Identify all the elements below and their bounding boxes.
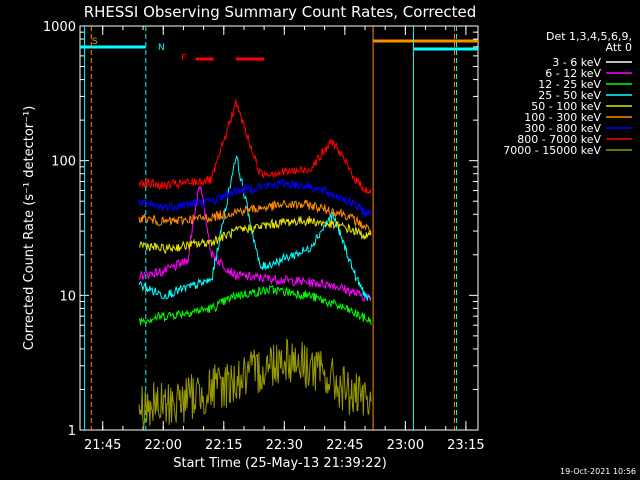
flag-label-n: N [158,43,165,53]
y-axis-label: Corrected Count Rate (s⁻¹ detector⁻¹) [22,106,37,351]
legend-label: 25 - 50 keV [538,89,601,102]
series-line [138,99,372,195]
y-tick-label: 10 [59,289,76,304]
x-tick-label: 22:00 [145,438,182,453]
legend-title-line2: Att 0 [606,41,632,54]
series-trace [138,199,372,233]
x-tick-label: 22:30 [266,438,303,453]
series-line [138,186,372,303]
legend-label: 50 - 100 keV [531,100,601,113]
x-axis-label: Start Time (25-May-13 21:39:22) [173,456,387,471]
legend-label: 100 - 300 keV [524,111,601,124]
legend-label: 6 - 12 keV [545,67,601,80]
plot-frame [79,25,479,431]
series-trace [138,297,372,370]
y-tick-label: 100 [51,155,76,170]
x-tick-label: 23:15 [447,438,484,453]
series-line [138,337,372,429]
chart-title: RHESSI Observing Summary Count Rates, Co… [84,3,477,21]
flag-label-f: F [181,53,187,64]
series-trace [138,177,372,218]
legend-label: 7000 - 15000 keV [503,144,601,157]
series-trace [138,284,372,326]
series-line [138,284,372,326]
x-tick-label: 22:45 [326,438,363,453]
series-trace [138,337,372,429]
legend-label: 12 - 25 keV [538,78,601,91]
series-line [138,297,372,370]
legend-label: 3 - 6 keV [552,56,601,69]
legend-label: 300 - 800 keV [524,122,601,135]
series-trace [138,186,372,303]
series-line [138,199,372,233]
series-line [138,215,372,254]
series-trace [138,155,372,301]
timestamp: 19-Oct-2021 10:56 [560,467,636,476]
series-trace [138,99,372,195]
x-tick-label: 23:00 [387,438,424,453]
series-trace [138,215,372,254]
y-tick-label: 1 [68,424,76,439]
legend-title-line1: Det 1,3,4,5,6,9, [546,30,632,43]
series-line [138,177,372,218]
x-tick-label: 21:45 [84,438,121,453]
y-tick-label: 1000 [43,20,76,35]
series-line [138,155,372,301]
x-tick-label: 22:15 [205,438,242,453]
flag-label-s: S [92,37,98,47]
legend-label: 800 - 7000 keV [517,133,601,146]
